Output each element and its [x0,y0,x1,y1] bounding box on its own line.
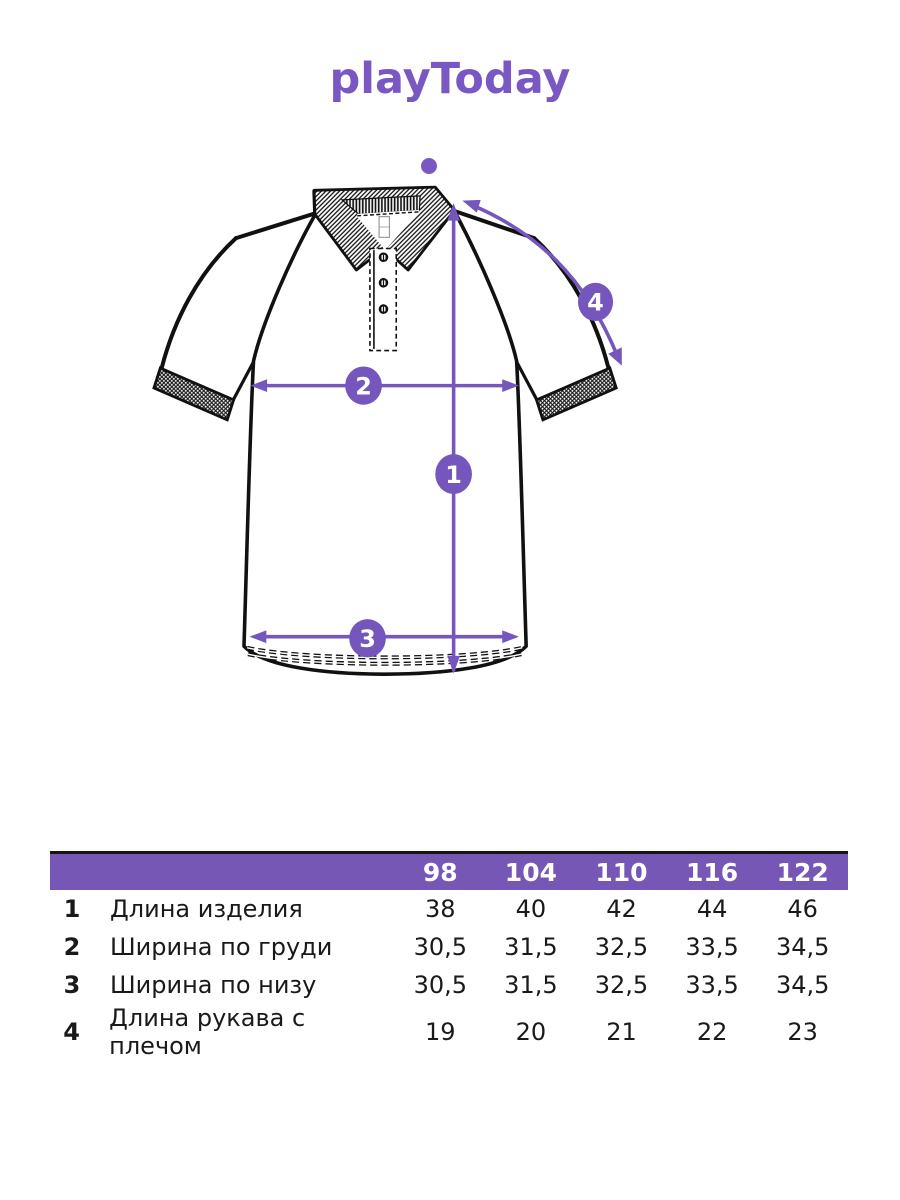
row-label: Длина рукава с плечом [109,1004,306,1060]
row-number: 4 [63,1018,80,1046]
cell-value: 33,5 [685,933,739,961]
column-header-size: 104 [504,857,557,887]
table-row: 3 Ширина по низу 30,5 31,5 32,5 33,5 34,… [50,966,848,1004]
cell-value: 21 [606,1018,637,1046]
cell-value: 40 [515,895,547,923]
cell-value: 19 [425,1018,456,1046]
brand-logo-dot-icon [421,158,437,174]
cell-value: 32,5 [594,971,649,999]
measure-arrow-4 [462,199,622,366]
cell-value: 23 [787,1018,818,1046]
table-row: 2 Ширина по груди 30,5 31,5 32,5 33,5 34… [50,928,848,966]
column-header-size: 122 [776,857,829,887]
column-header-size: 110 [595,857,648,887]
cell-value: 34,5 [775,933,830,961]
row-label: Ширина по низу [110,971,317,999]
column-header-size: 116 [686,857,739,887]
placket [369,247,398,352]
cell-value: 42 [606,895,637,923]
cell-value: 46 [787,895,818,923]
measure-badge-4-label: 4 [587,289,604,317]
measure-badge-1 [435,454,472,495]
measure-badge-4 [577,282,614,322]
measure-badge-2 [345,366,382,405]
row-label-zone: 1 Длина изделия [50,895,395,923]
size-table-header: 98 104 110 116 122 [50,851,848,890]
cell-value: 22 [696,1018,728,1046]
measure-badge-1-label: 1 [445,461,462,489]
button-icon [378,252,389,263]
right-cuff [534,366,618,422]
brand-logo-text: playToday [329,54,571,104]
polo-measurement-diagram: 1 2 3 4 [152,185,622,676]
cell-value: 33,5 [685,971,739,999]
cell-value: 31,5 [504,971,558,999]
cell-value: 30,5 [413,933,468,961]
row-number: 2 [63,933,81,961]
neck-label [378,216,391,238]
cell-value: 44 [696,895,728,923]
cell-value: 31,5 [504,933,558,961]
row-label-zone: 4 Длина рукава с плечом [50,1004,395,1060]
left-sleeve [152,236,256,422]
row-label: Ширина по груди [110,933,333,961]
brand-logo: playToday [0,54,900,174]
left-cuff [152,366,236,422]
row-number: 1 [63,895,81,923]
measure-badge-2-label: 2 [355,372,372,400]
left-shoulder-seam [234,211,317,241]
collar-band [340,195,421,215]
table-row: 1 Длина изделия 38 40 42 44 46 [50,890,848,928]
row-number: 3 [63,971,81,999]
shirt-body [242,186,528,676]
measure-arrow-2 [250,379,519,392]
hem-stitching [246,645,523,666]
cell-value: 30,5 [413,971,468,999]
right-shoulder-seam [452,209,537,241]
row-label: Длина изделия [110,895,303,923]
row-label-zone: 3 Ширина по низу [50,971,395,999]
measure-badge-3 [349,619,386,658]
cell-value: 20 [515,1018,547,1046]
cell-value: 38 [425,895,456,923]
column-header-size: 98 [422,857,458,887]
cell-value: 32,5 [594,933,649,961]
measure-arrow-1 [447,203,460,674]
row-label-zone: 2 Ширина по груди [50,933,395,961]
cell-value: 34,5 [775,971,830,999]
measure-badge-3-label: 3 [359,625,376,653]
right-sleeve [515,236,618,422]
neck-seam [357,211,420,217]
button-icon [378,278,389,288]
table-row: 4 Длина рукава с плечом 19 20 21 22 23 [50,1004,848,1060]
size-table: 98 104 110 116 122 1 Длина изделия 38 40… [50,851,848,1060]
button-icon [378,304,389,314]
